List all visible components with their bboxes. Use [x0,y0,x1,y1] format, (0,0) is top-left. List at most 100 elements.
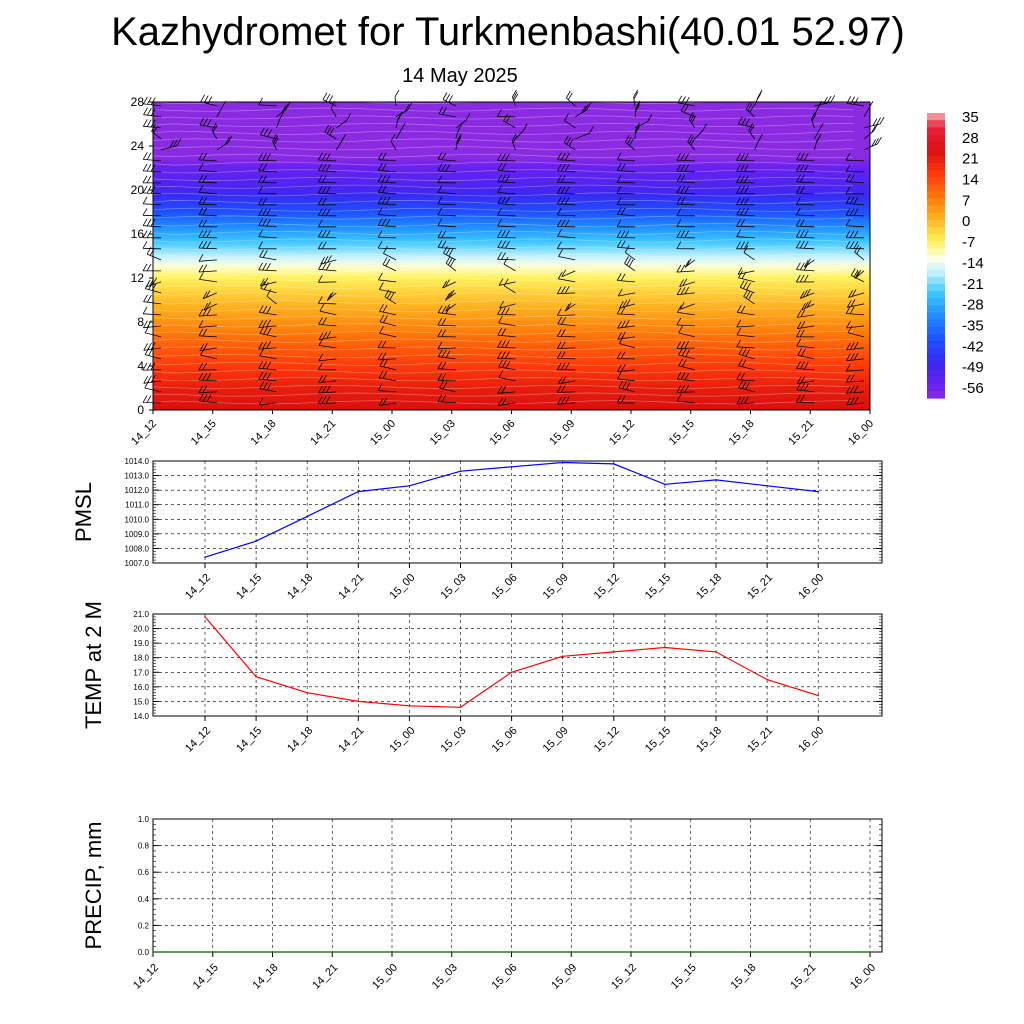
colorbar-swatch [927,333,945,342]
wind-barb [455,133,462,150]
x-tick-label: 15_21 [788,962,818,992]
wind-barb [736,396,755,405]
wind-barb [377,383,397,393]
wind-barb [318,353,337,362]
wind-barb [377,352,397,361]
data-point [255,675,257,678]
plot-frame [152,460,883,564]
y-tick-label: 16 [131,227,145,241]
wind-barb [616,240,636,250]
data-point [766,485,768,487]
colorbar: 35 28 21 14 7 0 -7 -14 -21 -28 -35 -42 -49 -56 [927,109,984,399]
contour-line [152,338,854,343]
wind-barb [736,175,755,184]
wind-barb [845,164,865,173]
wind-barb [437,341,456,350]
x-tick-label: 15_09 [549,962,579,992]
wind-barb [336,113,352,129]
wind-barb [736,305,755,316]
wind-barb [198,230,217,239]
wind-barb [379,358,397,371]
x-tick-label: 14_18 [251,962,281,992]
colorbar-swatch [927,162,945,171]
colorbar-swatch [927,205,945,214]
wind-barb [557,229,576,239]
wind-barb [143,294,162,305]
wind-barb [437,394,456,404]
x-tick-label: 14_12 [129,418,159,448]
data-point [306,691,309,694]
wind-barb [845,306,865,316]
wind-barb [498,315,516,327]
wind-barb [437,163,456,173]
wind-barb [377,196,397,206]
contour-line [152,192,854,197]
x-tick-label: 14_21 [336,725,366,755]
wind-barb [317,208,337,217]
wind-barb [754,133,763,151]
x-tick-label: 15_12 [607,418,637,448]
wind-barbs [142,89,885,407]
colorbar-swatch [927,348,945,356]
wind-barb [619,299,636,309]
contour-line [152,300,854,305]
y-tick-label: 12 [131,271,145,285]
wind-barb [383,246,397,261]
wind-barb [738,380,755,393]
wind-barb [317,241,337,250]
colorbar-label: -35 [962,318,984,335]
x-tick-label: 15_15 [667,418,697,448]
wind-barb [497,218,516,228]
wind-barb [616,175,636,184]
y-tick-label: 16.0 [133,683,149,692]
wind-barb [439,380,456,393]
wind-barb [676,264,695,273]
colorbar-swatch [927,312,945,321]
wind-barb [258,218,277,228]
wind-barb [379,304,397,316]
wind-barb [796,174,815,184]
y-tick-label: 17.0 [133,668,149,677]
x-tick-label: 15_00 [370,962,400,992]
wind-barb [676,185,695,195]
wind-barb [845,186,865,195]
wind-barb [497,327,516,338]
colorbar-swatch [927,184,945,192]
wind-barb [503,278,516,294]
x-tick-label: 16_00 [796,572,826,602]
wind-barb [679,278,695,287]
data-point [715,651,717,653]
data-point [510,951,513,953]
x-tick-label: 15_06 [490,725,520,755]
y-tick-label: 1007.0 [125,559,150,568]
wind-barb [211,123,218,140]
colorbar-swatch [927,148,945,157]
wind-barb [259,381,277,393]
wind-barb [198,152,217,162]
contour-line [152,315,854,320]
wind-barb [318,338,337,349]
wind-barb [803,258,815,268]
colorbar-swatch [927,227,945,235]
wind-barb [437,230,456,239]
wind-barb [377,152,397,162]
data-point [664,483,666,486]
y-tick-label: 1010.0 [125,515,150,524]
colorbar-label: -28 [962,297,984,314]
colorbar-label: 14 [962,172,979,189]
wind-barb [437,175,456,184]
wind-barb [497,153,516,162]
wind-barb [198,197,217,206]
colorbar-label: 0 [962,213,970,230]
y-tick-label: 1.0 [138,815,150,824]
wind-barb [676,341,695,350]
colorbar-label: -21 [962,276,984,293]
data-point [204,616,206,618]
contour-line [152,292,854,297]
y-tick-label: 18.0 [133,654,149,663]
y-tick-label: 4 [137,359,144,373]
y-tick-label: 28 [131,95,145,109]
colorbar-swatch [927,134,945,143]
wind-barb [616,230,636,239]
y-tick-label: 1013.0 [125,472,150,481]
